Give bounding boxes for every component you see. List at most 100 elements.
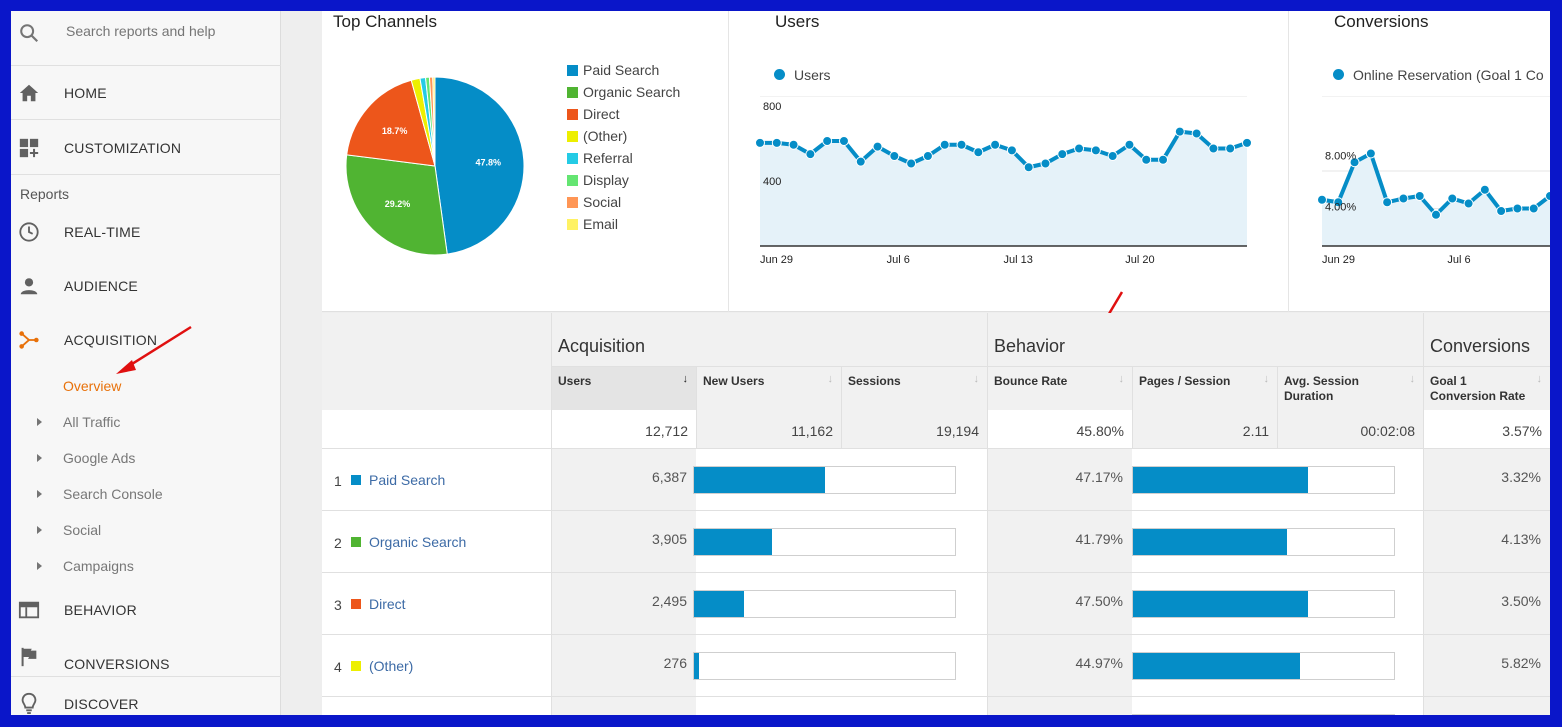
data-point[interactable] — [1545, 191, 1551, 201]
data-point[interactable] — [1074, 143, 1085, 154]
data-point[interactable] — [1528, 203, 1539, 214]
data-point[interactable] — [1107, 151, 1118, 161]
sub-all-traffic[interactable]: All Traffic — [11, 406, 281, 438]
col-users[interactable]: Users ↓ — [551, 366, 696, 410]
cell-goal1-conversion-rate-value: 4.13% — [1501, 531, 1541, 547]
cell-users-value: 3,905 — [651, 531, 687, 547]
pie-slice[interactable] — [345, 154, 448, 256]
data-point[interactable] — [1174, 126, 1185, 137]
nav-realtime[interactable]: REAL-TIME — [11, 205, 281, 259]
legend-swatch — [567, 197, 578, 208]
col-pages-session[interactable]: Pages / Session ↓ — [1132, 366, 1277, 410]
col-goal1-conversion-rate[interactable]: Goal 1 Conversion Rate ↓ — [1423, 366, 1550, 410]
sub-campaigns[interactable]: Campaigns — [11, 550, 281, 582]
data-point[interactable] — [1463, 198, 1474, 209]
col-sessions[interactable]: Sessions ↓ — [841, 366, 987, 410]
sub-social-label: Social — [63, 522, 102, 538]
data-point[interactable] — [1512, 203, 1523, 214]
nav-audience[interactable]: AUDIENCE — [11, 259, 281, 313]
data-point[interactable] — [872, 141, 883, 152]
data-point[interactable] — [939, 139, 950, 150]
data-point[interactable] — [755, 137, 765, 148]
data-point[interactable] — [1225, 143, 1236, 154]
col-bounce-rate[interactable]: Bounce Rate ↓ — [987, 366, 1132, 410]
bar-fill — [1133, 591, 1308, 617]
data-point[interactable] — [1365, 148, 1376, 159]
channel-link[interactable]: Direct — [369, 596, 406, 612]
data-point[interactable] — [1124, 139, 1135, 150]
sub-overview[interactable]: Overview — [11, 370, 281, 402]
sub-search-console[interactable]: Search Console — [11, 478, 281, 510]
data-point[interactable] — [1040, 158, 1051, 169]
data-point[interactable] — [805, 149, 816, 160]
channel-link[interactable]: (Other) — [369, 658, 414, 674]
nav-acquisition[interactable]: ACQUISITION — [11, 313, 281, 367]
bar-track — [1132, 466, 1395, 494]
behavior-group-header: Behavior — [987, 313, 1423, 366]
data-point[interactable] — [990, 139, 1001, 150]
users-legend-label: Users — [794, 67, 831, 83]
data-point[interactable] — [1496, 206, 1507, 216]
pie-slice[interactable] — [346, 79, 436, 167]
data-point[interactable] — [1023, 162, 1034, 173]
pie-slice[interactable] — [434, 76, 525, 255]
data-point[interactable] — [1006, 145, 1017, 156]
nav-home[interactable]: HOME — [11, 66, 281, 120]
data-point[interactable] — [1191, 128, 1202, 139]
data-point[interactable] — [1057, 149, 1068, 160]
nav-behavior[interactable]: BEHAVIOR — [11, 583, 281, 637]
search-icon — [20, 24, 39, 43]
data-point[interactable] — [1090, 145, 1101, 156]
cell-users-value: 276 — [663, 655, 687, 671]
data-point[interactable] — [1208, 143, 1219, 154]
caret-right-icon — [37, 418, 42, 426]
col-new-users[interactable]: New Users ↓ — [696, 366, 841, 410]
channel-color-dot — [351, 661, 361, 671]
search-input[interactable]: Search reports and help — [66, 23, 216, 39]
data-point[interactable] — [1141, 154, 1152, 165]
channel-link[interactable]: Paid Search — [369, 472, 446, 488]
search-row[interactable]: Search reports and help — [11, 11, 281, 66]
data-point[interactable] — [906, 158, 917, 169]
conversions-line-chart[interactable]: 8.00% 4.00% Jun 29 Jul 6 — [1302, 96, 1550, 276]
data-point[interactable] — [1398, 193, 1409, 204]
data-point[interactable] — [822, 136, 833, 146]
cell-bounce-rate — [987, 697, 1132, 715]
home-icon — [19, 84, 39, 101]
data-point[interactable] — [788, 139, 799, 150]
data-point[interactable] — [889, 151, 900, 161]
card-divider — [1288, 11, 1289, 312]
data-point[interactable] — [1242, 137, 1252, 148]
data-point[interactable] — [1158, 154, 1169, 165]
pie-slice[interactable] — [432, 76, 436, 167]
channel-link[interactable]: Organic Search — [369, 534, 467, 550]
nav-discover[interactable]: DISCOVER — [11, 677, 281, 715]
x-tick-label: Jun 29 — [760, 254, 793, 266]
data-point[interactable] — [855, 156, 866, 167]
top-channels-pie[interactable]: 47.8% 29.2% 18.7% — [345, 76, 525, 256]
data-point[interactable] — [1447, 193, 1458, 204]
data-point[interactable] — [1382, 197, 1393, 208]
data-point[interactable] — [771, 137, 782, 148]
sub-social[interactable]: Social — [11, 514, 281, 546]
sub-google-ads[interactable]: Google Ads — [11, 442, 281, 474]
data-point[interactable] — [1414, 191, 1425, 201]
data-point[interactable] — [956, 139, 967, 150]
data-point[interactable] — [1431, 209, 1441, 220]
data-point[interactable] — [922, 151, 933, 161]
data-point[interactable] — [838, 136, 849, 146]
cell-users-value: 6,387 — [651, 469, 687, 485]
cell-users: 6,387 — [551, 449, 696, 511]
cell-goal1-conversion-rate: 5.82% — [1423, 635, 1550, 697]
users-line-chart[interactable]: 800 400 Jun 29 Jul 6 Jul 13 Jul 20 — [740, 96, 1260, 276]
data-point[interactable] — [1333, 197, 1344, 208]
total-avg-session-duration-value: 00:02:08 — [1360, 423, 1416, 439]
data-point[interactable] — [1479, 184, 1490, 195]
data-point[interactable] — [1317, 194, 1327, 205]
nav-conversions[interactable]: CONVERSIONS — [11, 637, 281, 677]
data-point[interactable] — [973, 147, 984, 158]
nav-customization[interactable]: CUSTOMIZATION — [11, 121, 281, 175]
col-avg-session-duration[interactable]: Avg. Session Duration ↓ — [1277, 366, 1423, 410]
data-point[interactable] — [1349, 157, 1360, 168]
sub-overview-label: Overview — [63, 378, 122, 394]
